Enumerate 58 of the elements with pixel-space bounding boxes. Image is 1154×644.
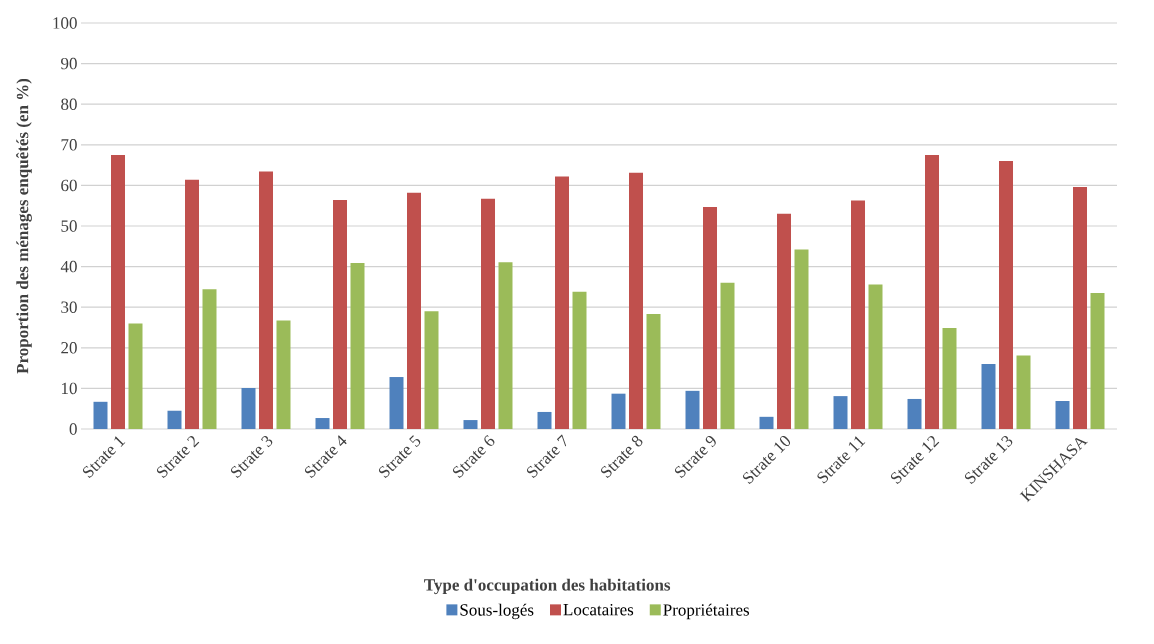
bar: [276, 320, 291, 429]
bar: [851, 200, 865, 429]
bar: [759, 416, 774, 429]
bar: [1090, 292, 1105, 429]
bar: [868, 284, 883, 429]
bar: [777, 213, 791, 429]
bar: [629, 172, 643, 429]
y-tick-label: 90: [61, 57, 77, 70]
bar: [646, 314, 661, 429]
bar: [93, 401, 108, 429]
y-tick-label: 100: [53, 17, 77, 29]
y-tick-label: 60: [61, 179, 77, 192]
legend-label: Locataires: [563, 603, 634, 616]
bar: [1055, 400, 1070, 429]
bar: [202, 289, 217, 429]
y-axis-title: Proportion des ménages enquêtés (en %): [16, 78, 32, 374]
y-tick-label: 30: [61, 301, 77, 313]
bar: [685, 390, 700, 429]
bar: [481, 198, 495, 429]
y-tick-label: 20: [61, 342, 77, 354]
bar: [611, 393, 626, 429]
x-axis-title: Type d'occupation des habitations: [424, 578, 671, 595]
y-tick-label: 70: [61, 139, 77, 151]
bar: [498, 262, 513, 429]
bar: [315, 418, 330, 429]
bar: [111, 154, 125, 429]
y-tick-label: 50: [61, 220, 77, 232]
bar: [424, 311, 439, 429]
bar: [128, 323, 143, 429]
bar: [572, 291, 587, 429]
bar: [794, 249, 809, 429]
bar: [389, 377, 404, 429]
bar: [1016, 355, 1031, 429]
bar: [185, 179, 199, 429]
legend-label: Sous-logés: [460, 603, 534, 620]
bar: [833, 396, 848, 429]
bar: [703, 206, 717, 429]
bar: [241, 387, 256, 429]
bar: [350, 262, 365, 429]
y-tick-label: 0: [69, 423, 77, 435]
bar: [999, 161, 1013, 429]
bar: [942, 327, 957, 429]
y-tick-label: 10: [61, 382, 77, 395]
y-tick-label: 80: [61, 98, 77, 110]
bar: [167, 410, 182, 429]
legend-label: Propriétaires: [663, 603, 750, 620]
bar: [981, 364, 996, 429]
bar: [333, 200, 347, 429]
bar: [907, 398, 922, 429]
y-tick-label: 40: [60, 260, 77, 273]
bar: [1073, 187, 1087, 429]
bar: [537, 411, 552, 429]
bar: [463, 420, 478, 429]
bar: [555, 176, 569, 429]
bar: [407, 192, 421, 429]
bar: [925, 154, 939, 429]
bar: [259, 171, 273, 429]
bar: [720, 282, 735, 429]
